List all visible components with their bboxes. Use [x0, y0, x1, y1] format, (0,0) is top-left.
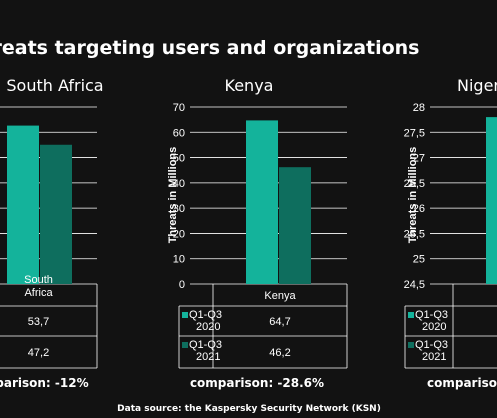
chart-title-1: Kenya: [225, 76, 274, 95]
series-year: 2020: [422, 321, 446, 333]
y-tick-label: 27,5: [404, 127, 425, 139]
table-value: 53,7: [28, 316, 49, 328]
bar-0-1: [40, 144, 72, 284]
chart-title-2: Nigeria: [457, 76, 497, 95]
bar-2-0: [486, 117, 497, 284]
y-tick-label: 27: [413, 153, 425, 165]
bar-1-1: [279, 167, 311, 284]
table-category-label: Africa: [24, 287, 53, 299]
page-title: Threats targeting users and organization…: [0, 37, 420, 59]
y-tick-label: 70: [173, 102, 185, 114]
y-tick-label: 30: [173, 203, 185, 215]
y-tick-label: 25,5: [404, 228, 425, 240]
y-tick-label: 50: [173, 153, 185, 165]
y-tick-label: 25: [413, 254, 425, 266]
bar-0-0: [7, 125, 39, 285]
data-source-note: Data source: the Kaspersky Security Netw…: [117, 404, 381, 414]
comparison-label: comparison: -28.6%: [190, 376, 324, 390]
legend-swatch: [182, 342, 188, 348]
comparison-label: comparison: -12%: [0, 376, 89, 390]
chart-title-0: South Africa: [6, 76, 103, 95]
legend-swatch: [182, 312, 188, 318]
legend-swatch: [408, 342, 414, 348]
chart-panel-1: Kenya 0 10 20 30 40 50 60 70 Threats in Millions K…: [167, 76, 348, 390]
table-value: 47,2: [28, 347, 49, 359]
table-value: 64,7: [269, 316, 290, 328]
series-name: Q1-Q3: [415, 309, 448, 321]
table-category-label: Kenya: [264, 290, 296, 302]
y-axis-label: Threats in Millions: [167, 147, 179, 244]
y-tick-label: 0: [179, 279, 185, 291]
y-tick-label: 60: [173, 127, 185, 139]
y-tick-label: 10: [173, 254, 185, 266]
series-name: Q1-Q3: [189, 309, 222, 321]
comparison-label: comparison: [427, 376, 497, 390]
y-tick-label: 20: [173, 228, 185, 240]
series-name: Q1-Q3: [415, 339, 448, 351]
y-tick-label: 26,5: [404, 178, 425, 190]
series-year: 2021: [196, 351, 220, 363]
series-name: Q1-Q3: [189, 339, 222, 351]
table-category-label: South: [24, 274, 53, 286]
y-tick-label: 28: [413, 102, 425, 114]
y-axis-label: Threats in Millions: [407, 147, 419, 244]
y-tick-label: 26: [413, 203, 425, 215]
legend-swatch: [408, 312, 414, 318]
y-tick-label: 24,5: [404, 279, 425, 291]
bar-1-0: [246, 120, 278, 284]
chart-panel-2: Nigeria 24,5 25 25,5 26 26,5 27 27,5 28 Threats i…: [404, 76, 497, 390]
series-year: 2020: [196, 321, 220, 333]
table-value: 46,2: [269, 347, 290, 359]
y-tick-label: 40: [173, 178, 185, 190]
series-year: 2021: [422, 351, 446, 363]
